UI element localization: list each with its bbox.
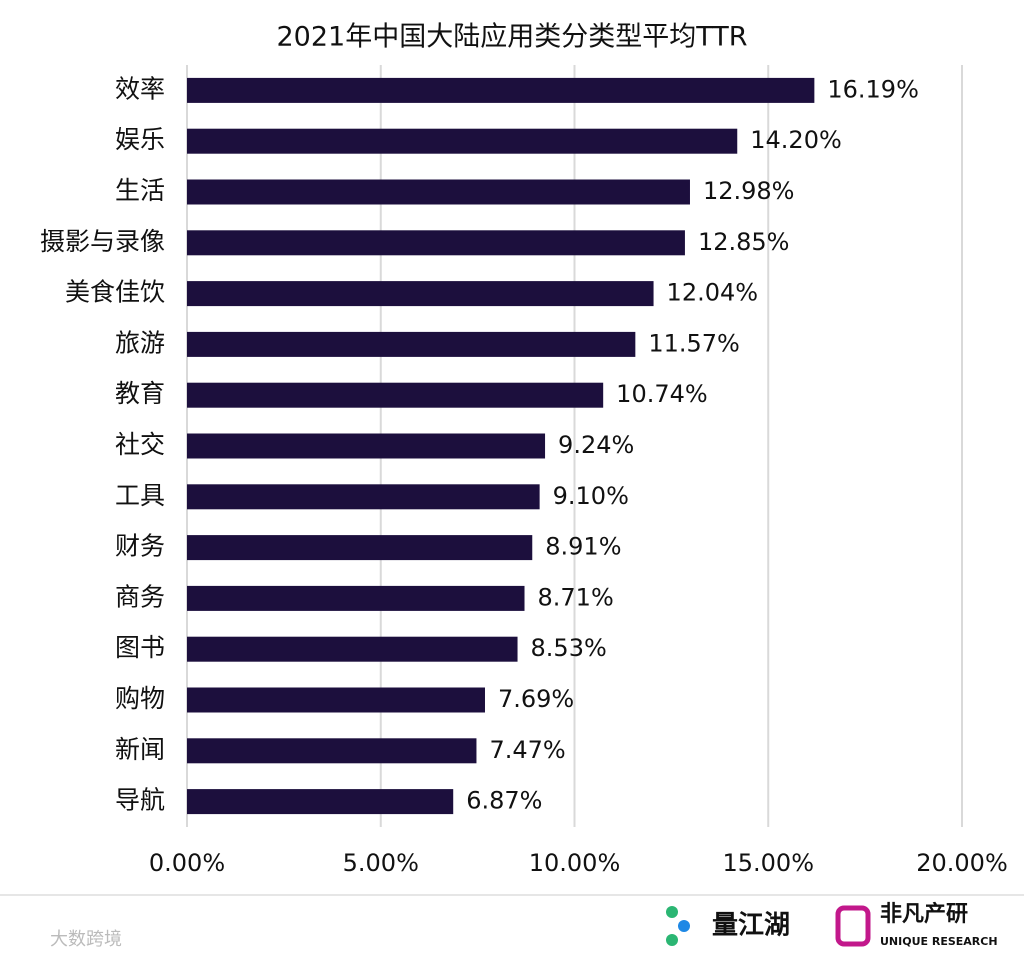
data-label: 6.87% <box>466 787 542 815</box>
bar <box>187 230 685 256</box>
y-tick-label: 美食佳饮 <box>65 278 165 307</box>
watermark: 大数跨境 <box>50 929 122 950</box>
chart-title: 2021年中国大陆应用类分类型平均TTR <box>277 22 748 53</box>
y-tick-label: 工具 <box>115 481 165 510</box>
bar <box>187 433 546 459</box>
bar <box>187 738 477 764</box>
logo-text: 非凡产研 <box>880 902 968 927</box>
bar <box>187 128 738 154</box>
x-tick-label: 15.00% <box>722 849 814 877</box>
x-tick-label: 0.00% <box>149 849 225 877</box>
x-tick-label: 10.00% <box>529 849 621 877</box>
logo-dot <box>666 906 678 918</box>
y-tick-label: 旅游 <box>115 328 165 357</box>
y-tick-label: 购物 <box>115 684 165 713</box>
data-label: 10.74% <box>616 380 708 408</box>
bar <box>187 535 533 561</box>
logo-dot <box>666 934 678 946</box>
y-tick-label: 导航 <box>115 786 165 815</box>
data-label: 12.98% <box>703 177 795 205</box>
logo-right: 非凡产研 UNIQUE RESEARCH <box>835 902 998 948</box>
y-tick-label: 财务 <box>115 532 165 561</box>
bar <box>187 484 540 510</box>
y-tick-label: 效率 <box>115 74 165 103</box>
data-label: 8.71% <box>538 583 614 611</box>
bar <box>187 331 636 357</box>
y-tick-label: 生活 <box>115 176 165 205</box>
data-label: 9.10% <box>553 482 629 510</box>
data-label: 7.47% <box>489 736 565 764</box>
logo-left: 量江湖 <box>666 906 790 946</box>
data-label: 8.53% <box>531 634 607 662</box>
y-tick-label: 新闻 <box>115 735 165 764</box>
x-tick-label: 5.00% <box>343 849 419 877</box>
data-label: 8.91% <box>545 533 621 561</box>
logo-text: 量江湖 <box>712 911 790 941</box>
y-tick-label: 图书 <box>115 633 165 662</box>
bar <box>187 636 518 662</box>
data-label: 12.85% <box>698 228 790 256</box>
x-tick-label: 20.00% <box>916 849 1008 877</box>
y-tick-label: 商务 <box>115 582 165 611</box>
bar <box>187 77 815 103</box>
bar <box>187 585 525 611</box>
bar <box>187 382 604 408</box>
y-tick-label: 社交 <box>115 430 165 459</box>
data-label: 9.24% <box>558 431 634 459</box>
data-label: 7.69% <box>498 685 574 713</box>
bar <box>187 179 690 205</box>
data-label: 12.04% <box>667 279 759 307</box>
logo-subtext: UNIQUE RESEARCH <box>880 935 998 948</box>
logo-icon <box>835 905 871 947</box>
bar <box>187 687 485 713</box>
data-label: 14.20% <box>750 126 842 154</box>
data-label: 11.57% <box>648 329 740 357</box>
y-tick-label: 娱乐 <box>115 125 165 154</box>
data-label: 16.19% <box>827 75 919 103</box>
bar <box>187 789 454 815</box>
y-tick-label: 教育 <box>115 379 165 408</box>
y-tick-label: 摄影与录像 <box>40 227 165 256</box>
logo-dot <box>678 920 690 932</box>
bar <box>187 281 654 307</box>
